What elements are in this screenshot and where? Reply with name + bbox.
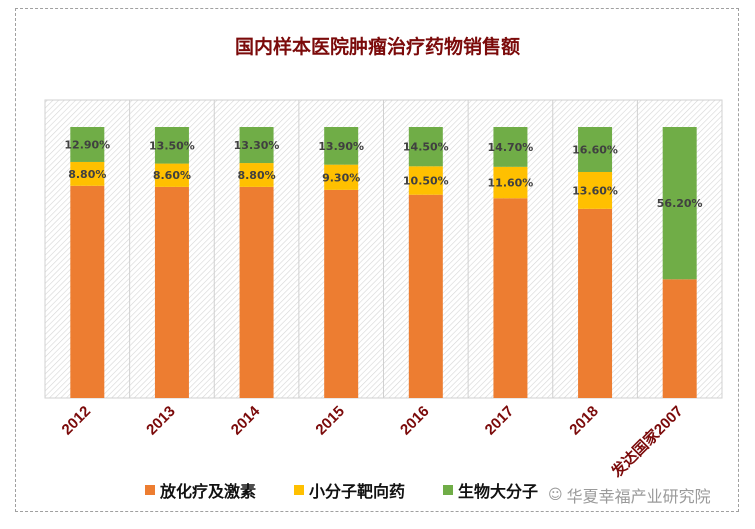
x-tick-label: 2015 — [312, 403, 348, 439]
x-tick-label: 2016 — [397, 403, 433, 439]
chart-title: 国内样本医院肿瘤治疗药物销售额 — [234, 36, 520, 58]
data-label: 14.70% — [488, 141, 534, 154]
data-label: 16.60% — [572, 143, 618, 156]
data-label: 12.90% — [64, 138, 110, 151]
bar-segment — [154, 163, 189, 187]
data-label: 11.60% — [488, 177, 534, 190]
bar-segment — [239, 127, 274, 164]
legend-item: 小分子靶向药 — [294, 478, 405, 502]
data-label: 8.80% — [68, 168, 106, 181]
data-label: 10.50% — [403, 175, 449, 188]
x-tick-label: 2018 — [566, 403, 602, 439]
legend: 放化疗及激素 小分子靶向药 生物大分子 — [145, 478, 538, 502]
bar-segment — [578, 171, 613, 209]
legend-label: 小分子靶向药 — [309, 482, 406, 501]
bar-segment — [493, 127, 528, 167]
bar-segment — [70, 185, 105, 398]
bar-segment — [324, 164, 359, 190]
legend-swatch — [443, 485, 454, 495]
x-tick-label: 2012 — [59, 403, 95, 439]
bar-segment — [239, 186, 274, 398]
watermark-text: 华夏幸福产业研究院 — [566, 487, 711, 506]
chart-frame — [15, 8, 739, 512]
data-label: 14.50% — [403, 141, 449, 154]
x-tick-label: 2013 — [143, 403, 179, 439]
bar-segment — [239, 163, 274, 187]
bar-segment — [662, 279, 697, 398]
data-label: 9.30% — [322, 171, 360, 184]
data-label: 8.80% — [237, 169, 275, 182]
wechat-icon: ☺ — [548, 487, 563, 503]
legend-item: 生物大分子 — [443, 478, 538, 502]
legend-swatch — [294, 485, 305, 495]
x-tick-label: 2017 — [482, 403, 518, 439]
legend-item: 放化疗及激素 — [145, 478, 256, 502]
data-label: 13.60% — [572, 184, 618, 197]
watermark: ☺ 华夏幸福产业研究院 — [548, 483, 711, 507]
data-label: 8.60% — [153, 169, 191, 182]
data-label: 56.20% — [657, 197, 703, 210]
legend-label: 放化疗及激素 — [160, 482, 257, 501]
bar-segment — [70, 127, 105, 162]
legend-swatch — [145, 485, 155, 495]
bar-segment — [408, 127, 443, 167]
legend-label: 生物大分子 — [458, 482, 539, 501]
data-label: 13.90% — [318, 140, 364, 153]
bar-segment — [324, 189, 359, 398]
bar-segment — [154, 127, 189, 164]
bar-segment — [154, 186, 189, 398]
bar-segment — [408, 194, 443, 398]
data-label: 13.30% — [234, 139, 280, 152]
bar-segment — [408, 166, 443, 195]
x-tick-label: 2014 — [228, 402, 264, 438]
bar-segment — [493, 166, 528, 199]
bar-segment — [578, 208, 613, 398]
bar-segment — [493, 198, 528, 398]
x-tick-label: 发达国家2007 — [607, 402, 686, 481]
bar-segment — [324, 127, 359, 165]
bar-segment — [662, 127, 697, 280]
bar-segment — [70, 161, 105, 186]
bar-segment — [578, 127, 613, 172]
data-label: 13.50% — [149, 139, 195, 152]
